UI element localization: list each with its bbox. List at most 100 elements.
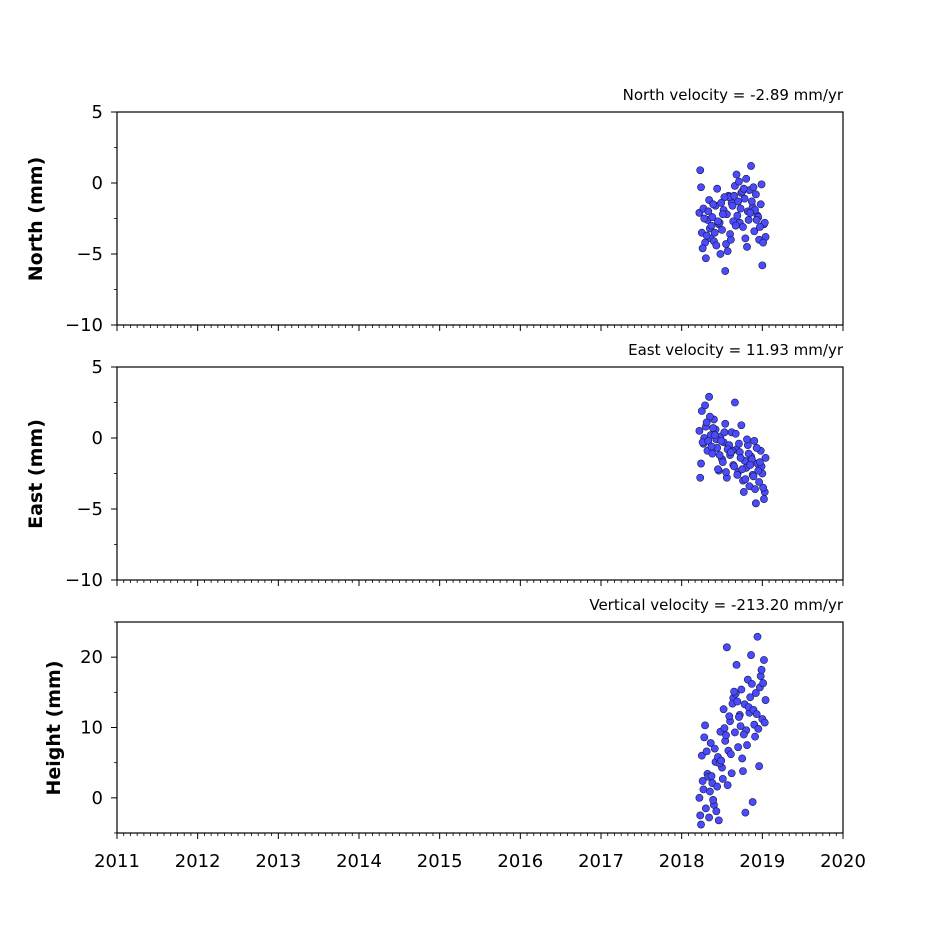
data-point <box>695 426 704 435</box>
data-point <box>755 478 764 486</box>
x-tick-label: 2016 <box>497 851 543 872</box>
data-point <box>721 419 730 428</box>
data-point <box>756 223 764 231</box>
data-point <box>747 162 755 170</box>
data-point <box>702 231 711 240</box>
height-panel: Vertical velocity = -213.20 mm/yr Height… <box>43 596 866 872</box>
data-point <box>705 392 713 401</box>
data-point <box>736 453 745 462</box>
data-point <box>756 200 765 209</box>
east-velocity-title: East velocity = 11.93 mm/yr <box>628 341 844 359</box>
data-point <box>746 461 755 469</box>
data-point <box>704 207 713 216</box>
data-point <box>717 436 726 445</box>
data-point <box>717 756 726 765</box>
east-axis-label: East (mm) <box>25 419 47 529</box>
north-panel: North velocity = -2.89 mm/yr North (mm) … <box>25 86 844 336</box>
data-point <box>714 217 722 226</box>
data-point <box>753 632 762 641</box>
y-tick-label: 0 <box>92 428 103 449</box>
x-tick-label: 2014 <box>336 851 382 872</box>
data-point <box>712 807 721 816</box>
data-point <box>718 210 727 219</box>
data-point <box>758 261 767 270</box>
data-point <box>710 744 719 753</box>
y-tick-label: −5 <box>76 499 103 520</box>
data-point <box>701 254 710 263</box>
data-point <box>747 197 756 206</box>
data-point <box>738 754 747 763</box>
data-point <box>739 184 748 193</box>
data-point <box>707 221 716 230</box>
data-point <box>721 267 730 275</box>
data-point <box>731 429 740 438</box>
data-point <box>749 472 758 481</box>
data-point <box>702 747 711 756</box>
data-point <box>743 435 751 444</box>
x-tick-label: 2018 <box>659 851 705 872</box>
data-point <box>752 444 761 452</box>
east-points <box>695 392 770 508</box>
north-axis-label: North (mm) <box>25 157 47 282</box>
data-point <box>717 198 726 207</box>
y-tick-label: −10 <box>65 315 103 336</box>
data-point <box>713 184 722 193</box>
data-point <box>710 228 719 237</box>
data-point <box>734 197 743 206</box>
data-point <box>746 693 755 702</box>
data-point <box>707 442 716 451</box>
data-point <box>752 216 761 224</box>
y-tick-label: 0 <box>92 788 103 809</box>
data-point <box>727 769 736 778</box>
data-point <box>696 473 705 482</box>
data-point <box>743 242 751 251</box>
x-tick-label: 2017 <box>578 851 624 872</box>
data-point <box>744 216 753 224</box>
data-point <box>712 241 721 250</box>
data-point <box>731 728 739 737</box>
data-point <box>743 741 751 749</box>
data-point <box>742 174 751 183</box>
data-point <box>741 808 750 817</box>
data-point <box>698 777 707 785</box>
data-point <box>726 448 735 457</box>
data-point <box>716 250 725 258</box>
data-point <box>754 466 763 475</box>
data-point <box>746 208 755 217</box>
data-point <box>755 762 764 771</box>
data-point <box>705 813 713 822</box>
data-point <box>696 166 705 175</box>
data-point <box>706 739 715 747</box>
data-point <box>697 183 705 192</box>
data-point <box>708 449 717 458</box>
vertical-velocity-title: Vertical velocity = -213.20 mm/yr <box>589 596 843 614</box>
data-point <box>759 679 768 688</box>
data-point <box>722 468 730 476</box>
data-point <box>757 665 766 674</box>
data-point <box>733 471 742 479</box>
data-point <box>700 733 709 742</box>
data-point <box>760 656 768 664</box>
data-point <box>735 177 743 186</box>
east-panel: East velocity = 11.93 mm/yr East (mm) −1… <box>25 341 844 591</box>
data-point <box>733 697 742 706</box>
data-point <box>732 170 741 179</box>
height-axis-label: Height (mm) <box>43 660 65 795</box>
data-point <box>730 462 738 471</box>
data-point <box>708 213 717 221</box>
data-point <box>741 475 750 484</box>
data-point <box>695 793 704 802</box>
data-point <box>740 194 749 203</box>
data-point <box>731 221 740 230</box>
data-point <box>726 750 735 759</box>
x-tick-label: 2019 <box>739 851 785 872</box>
x-tick-label: 2015 <box>417 851 463 872</box>
data-point <box>732 661 741 669</box>
y-tick-label: 0 <box>92 173 103 194</box>
data-point <box>736 204 745 213</box>
data-point <box>751 689 760 697</box>
data-point <box>701 401 709 410</box>
data-point <box>747 679 756 688</box>
data-point <box>718 458 727 467</box>
